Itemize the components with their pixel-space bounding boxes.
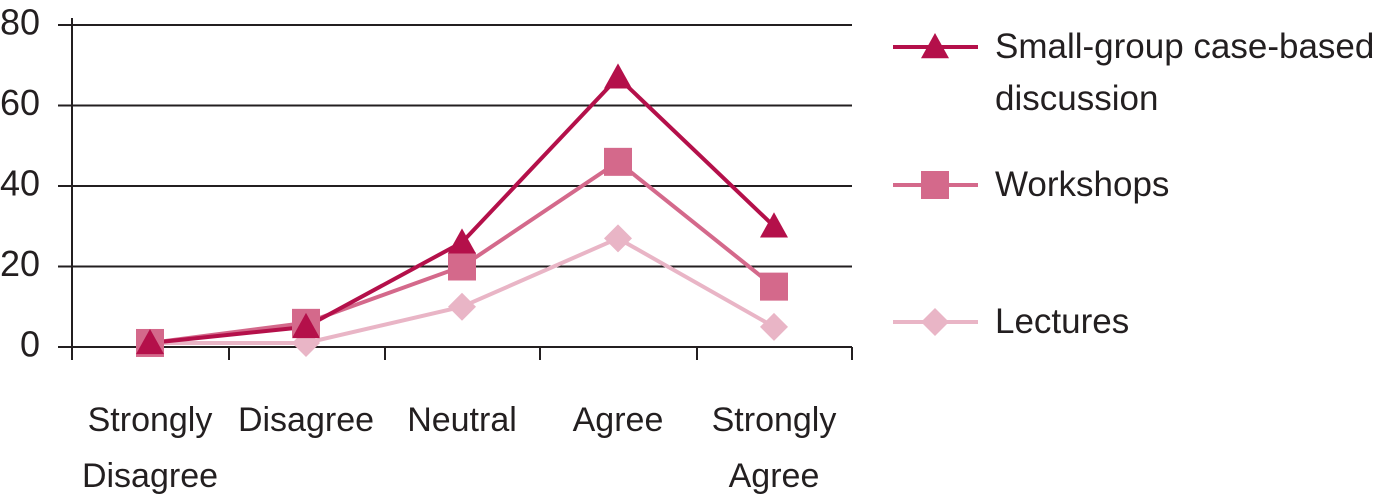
y-tick-label: 0: [20, 324, 40, 365]
marker: [604, 147, 632, 176]
x-axis-ticks: [71, 347, 853, 360]
marker: [448, 228, 476, 254]
marker: [760, 312, 788, 341]
x-tick-label: Agree: [572, 401, 664, 439]
x-tick-label: Strongly Disagree: [81, 401, 219, 495]
x-tick-label: Strongly Agree: [711, 401, 837, 495]
marker: [921, 308, 949, 336]
x-tick-label: Neutral: [407, 401, 517, 439]
marker: [292, 312, 320, 339]
marker: [448, 292, 476, 321]
marker: [921, 171, 949, 199]
marker: [760, 212, 788, 238]
marker: [604, 63, 632, 89]
marker: [604, 224, 632, 253]
x-tick-label: Disagree: [237, 401, 375, 439]
legend-label: Lectures: [995, 302, 1130, 341]
marker: [760, 272, 788, 301]
marker: [448, 252, 476, 281]
y-tick-label: 80: [0, 2, 40, 43]
marker: [136, 328, 164, 355]
y-tick-label: 20: [0, 243, 40, 284]
legend-label: Small-group case-based discussion: [995, 27, 1375, 118]
y-tick-label: 60: [0, 82, 40, 123]
marker: [921, 33, 949, 59]
y-tick-label: 40: [0, 163, 40, 204]
legend-label: Workshops: [995, 165, 1170, 204]
